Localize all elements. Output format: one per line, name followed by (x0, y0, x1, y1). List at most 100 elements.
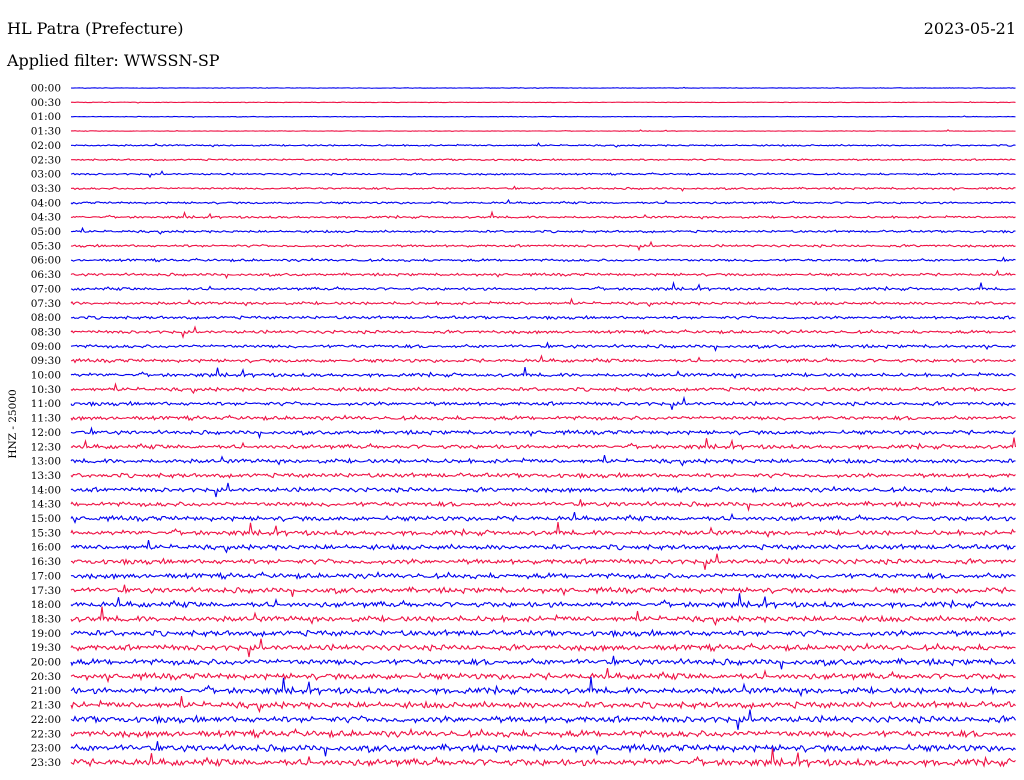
seismic-trace (70, 341, 1016, 352)
seismic-trace (70, 655, 1016, 670)
row-time-label: 13:30 (31, 470, 61, 482)
row-time-label: 13:00 (31, 456, 61, 468)
row-time-label: 17:30 (31, 585, 61, 597)
seismic-trace (70, 129, 1016, 132)
seismic-trace (70, 382, 1016, 395)
row-time-label: 05:30 (31, 240, 61, 252)
seismic-trace (70, 741, 1016, 757)
seismic-trace (70, 584, 1016, 597)
row-time-label: 09:30 (31, 355, 61, 367)
row-time-label: 04:30 (31, 212, 61, 224)
seismic-trace (70, 727, 1016, 740)
seismic-trace (70, 668, 1016, 684)
row-time-label: 21:00 (31, 685, 61, 697)
row-time-label: 10:00 (31, 370, 61, 382)
row-time-label: 07:30 (31, 298, 61, 310)
seismic-trace (70, 571, 1016, 581)
seismic-trace (70, 280, 1016, 292)
seismic-trace (70, 367, 1016, 379)
y-axis-label: HNZ - 25000 (7, 389, 19, 458)
row-time-label: 00:00 (31, 83, 61, 95)
seismic-trace (70, 198, 1016, 205)
seismic-trace (70, 256, 1016, 263)
row-time-label: 11:00 (31, 398, 61, 410)
seismic-trace (70, 297, 1016, 308)
seismic-trace (70, 593, 1016, 610)
seismic-trace (70, 628, 1016, 639)
station-title: HL Patra (Prefecture) (7, 19, 184, 38)
seismic-trace (70, 170, 1016, 179)
row-time-label: 03:00 (31, 169, 61, 181)
row-time-label: 16:30 (31, 556, 61, 568)
seismic-trace (70, 638, 1016, 658)
seismic-trace (70, 101, 1016, 104)
seismic-trace (70, 553, 1016, 570)
row-time-label: 20:30 (31, 671, 61, 683)
seismic-trace (70, 354, 1016, 364)
row-time-label: 08:00 (31, 312, 61, 324)
row-time-label: 20:00 (31, 657, 61, 669)
seismic-trace (70, 709, 1016, 730)
row-time-label: 07:00 (31, 283, 61, 295)
seismic-trace (70, 158, 1016, 162)
seismic-trace (70, 748, 1016, 769)
row-time-label: 19:00 (31, 628, 61, 640)
row-time-label: 09:00 (31, 341, 61, 353)
seismic-trace (70, 269, 1016, 280)
row-time-label: 08:30 (31, 326, 61, 338)
seismic-trace (70, 606, 1016, 627)
row-time-label: 22:30 (31, 728, 61, 740)
seismic-trace (70, 482, 1016, 498)
seismic-trace (70, 240, 1016, 252)
row-time-label: 03:30 (31, 183, 61, 195)
seismic-trace (70, 521, 1016, 539)
seismic-trace (70, 511, 1016, 524)
row-time-label: 15:30 (31, 527, 61, 539)
seismic-trace (70, 210, 1016, 220)
seismic-trace (70, 471, 1016, 480)
seismic-trace (70, 696, 1016, 714)
row-time-label: 06:30 (31, 269, 61, 281)
row-time-label: 19:30 (31, 642, 61, 654)
row-time-label: 23:00 (31, 743, 61, 755)
row-time-label: 21:30 (31, 700, 61, 712)
seismic-trace (70, 426, 1016, 440)
seismic-trace (70, 540, 1016, 554)
seismic-trace (70, 325, 1016, 339)
row-time-label: 12:30 (31, 441, 61, 453)
row-time-label: 18:00 (31, 599, 61, 611)
row-time-label: 18:30 (31, 613, 61, 625)
row-time-label: 00:30 (31, 97, 61, 109)
row-time-label: 02:00 (31, 140, 61, 152)
seismic-trace (70, 499, 1016, 513)
row-time-label: 01:30 (31, 126, 61, 138)
seismic-trace (70, 414, 1016, 422)
seismic-trace (70, 437, 1017, 451)
seismic-trace (70, 185, 1016, 192)
row-time-label: 01:00 (31, 111, 61, 123)
seismic-trace (70, 86, 1016, 89)
seismic-trace (70, 395, 1016, 410)
row-time-label: 05:00 (31, 226, 61, 238)
row-time-label: 02:30 (31, 154, 61, 166)
seismic-trace (70, 142, 1016, 148)
row-time-label: 14:30 (31, 499, 61, 511)
row-time-label: 23:30 (31, 757, 61, 769)
row-time-label: 22:00 (31, 714, 61, 726)
row-time-label: 10:30 (31, 384, 61, 396)
row-time-label: 11:30 (31, 413, 61, 425)
record-date: 2023-05-21 (923, 19, 1016, 38)
seismic-trace (70, 454, 1016, 467)
seismic-trace (70, 315, 1016, 321)
row-time-label: 06:00 (31, 255, 61, 267)
seismic-trace (70, 676, 1016, 698)
row-time-label: 15:00 (31, 513, 61, 525)
row-time-label: 17:00 (31, 570, 61, 582)
filter-label: Applied filter: WWSSN-SP (7, 51, 220, 70)
row-time-label: 16:00 (31, 542, 61, 554)
seismic-trace (70, 115, 1016, 118)
y-axis-label-group: HNZ - 25000 (7, 389, 19, 458)
row-time-label: 04:00 (31, 197, 61, 209)
row-time-label: 12:00 (31, 427, 61, 439)
